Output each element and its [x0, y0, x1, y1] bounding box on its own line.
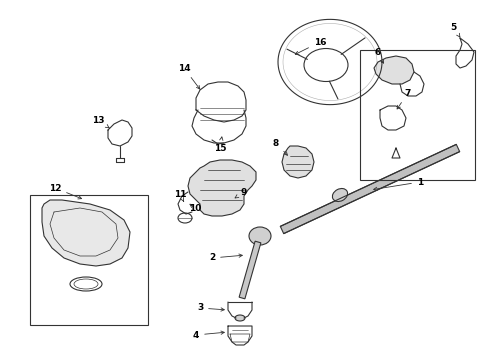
Text: 6: 6 — [375, 48, 384, 63]
Text: 3: 3 — [197, 303, 224, 312]
Text: 1: 1 — [374, 177, 423, 190]
Bar — [30, 195, 148, 325]
Ellipse shape — [332, 189, 347, 202]
Text: 15: 15 — [214, 137, 226, 153]
Text: 13: 13 — [92, 116, 109, 128]
Text: 5: 5 — [450, 23, 460, 37]
Polygon shape — [282, 146, 314, 178]
Text: 2: 2 — [209, 253, 242, 262]
Text: 4: 4 — [193, 330, 224, 339]
Text: 10: 10 — [189, 203, 201, 212]
Polygon shape — [42, 200, 130, 266]
Text: 9: 9 — [235, 188, 247, 198]
Text: 11: 11 — [174, 189, 186, 202]
Bar — [360, 50, 475, 180]
Polygon shape — [280, 144, 460, 234]
Text: 12: 12 — [49, 184, 81, 199]
Ellipse shape — [235, 315, 245, 321]
Text: 7: 7 — [397, 89, 411, 109]
Polygon shape — [239, 241, 261, 299]
Text: 16: 16 — [295, 37, 326, 54]
Text: 8: 8 — [273, 139, 288, 155]
Text: 14: 14 — [178, 63, 200, 89]
Polygon shape — [188, 160, 256, 216]
Polygon shape — [374, 56, 414, 84]
Ellipse shape — [249, 227, 271, 245]
